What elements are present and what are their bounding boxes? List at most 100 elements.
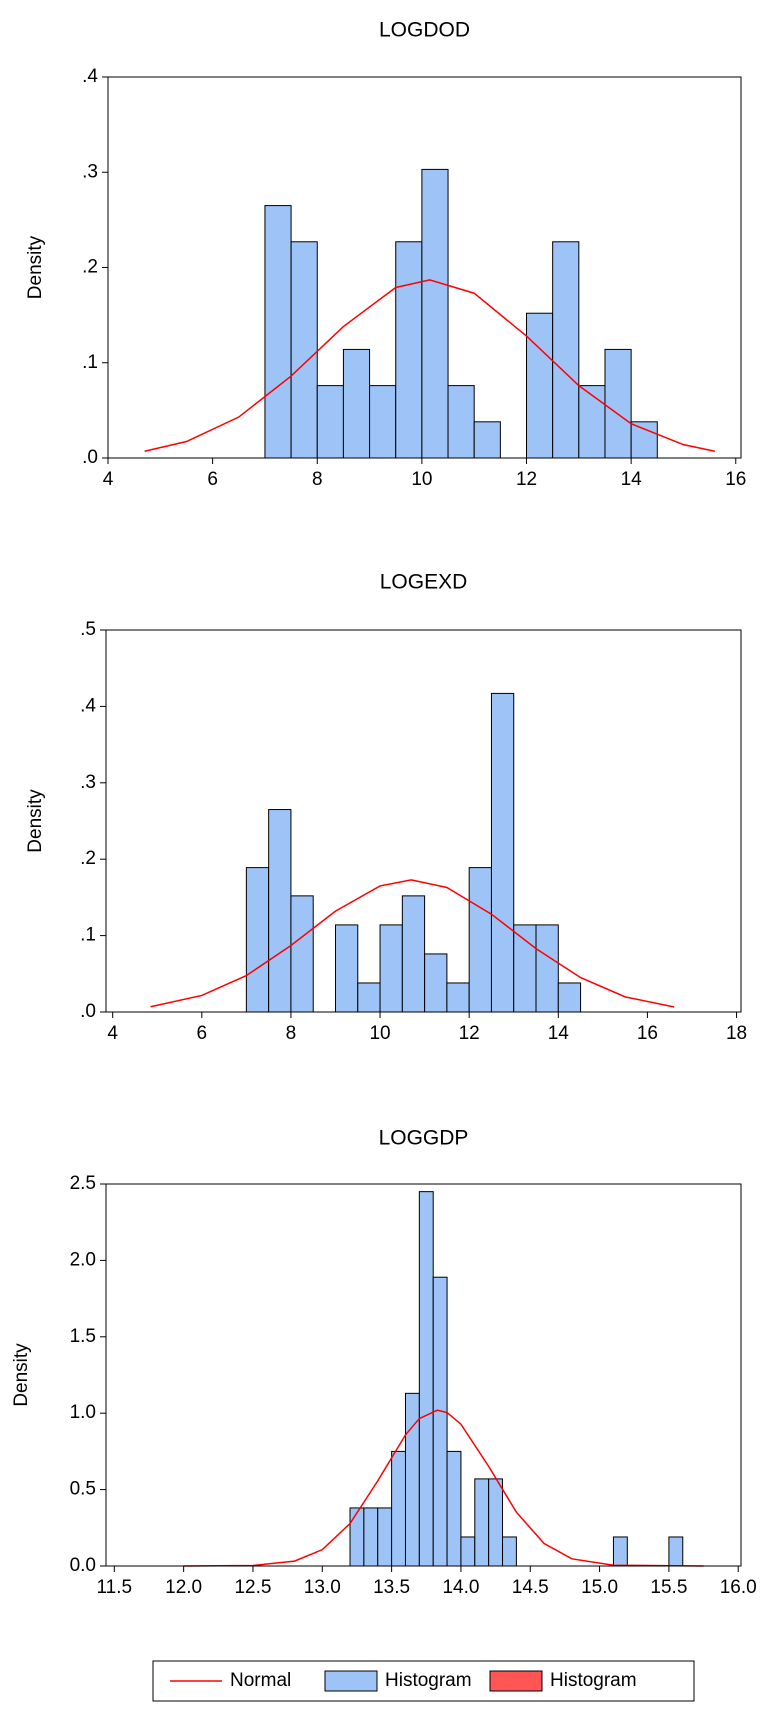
histogram-bar: [369, 385, 397, 459]
histogram-bar: [377, 1507, 393, 1567]
x-tick-label: 15.5: [650, 1577, 687, 1598]
histogram-bar: [446, 1450, 462, 1567]
plot-frame: [107, 76, 742, 459]
histogram-bar: [418, 1191, 434, 1567]
histogram-bar: [290, 241, 318, 459]
histogram-bar: [473, 421, 501, 459]
x-tick-label: 16.0: [720, 1577, 757, 1598]
y-tick-label: .0: [82, 447, 98, 468]
x-tick-label: 8: [312, 469, 323, 490]
histogram-bar: [421, 168, 449, 459]
y-tick-label: .3: [80, 772, 96, 793]
x-tick-label: 10: [369, 1023, 390, 1044]
y-tick-label: 1.0: [70, 1402, 96, 1423]
chart-title: LOGDOD: [379, 19, 470, 42]
legend-label: Normal: [230, 1670, 291, 1691]
plot-frame: [105, 629, 742, 1013]
legend-swatch: [489, 1670, 543, 1692]
y-tick-label: .2: [82, 257, 98, 278]
legend-label: Histogram: [550, 1670, 637, 1691]
x-tick-label: 12: [459, 1023, 480, 1044]
x-tick-label: 16: [637, 1023, 658, 1044]
y-tick-label: 2.5: [70, 1173, 96, 1194]
histogram-bar: [535, 924, 559, 1013]
x-tick-label: 6: [197, 1023, 208, 1044]
histogram-bar: [316, 385, 344, 459]
x-tick-label: 13.0: [304, 1577, 341, 1598]
histogram-bar: [490, 692, 515, 1013]
x-tick-label: 13.5: [373, 1577, 410, 1598]
histogram-bar: [349, 1507, 365, 1567]
y-tick-label: 0.0: [70, 1555, 96, 1576]
x-tick-label: 14: [621, 469, 643, 490]
x-tick-label: 14.5: [512, 1577, 549, 1598]
y-axis-label: Density: [25, 235, 46, 299]
histogram-bar: [630, 421, 658, 459]
y-tick-label: .5: [80, 619, 96, 640]
histogram-bar: [432, 1276, 448, 1567]
x-tick-label: 16: [725, 469, 746, 490]
y-tick-label: .0: [80, 1001, 96, 1022]
histogram-bar: [557, 982, 582, 1013]
x-tick-label: 14: [548, 1023, 570, 1044]
histogram-bar: [612, 1536, 628, 1567]
histogram-bar: [401, 895, 426, 1013]
x-tick-label: 12: [516, 469, 537, 490]
x-tick-label: 12.5: [234, 1577, 271, 1598]
x-tick-label: 8: [286, 1023, 297, 1044]
y-tick-label: 1.5: [70, 1326, 96, 1347]
histogram-bar: [474, 1478, 490, 1567]
histogram-bar: [604, 348, 632, 459]
histogram-bar: [357, 982, 381, 1013]
histogram-bar: [446, 982, 470, 1013]
y-tick-label: .1: [80, 925, 96, 946]
legend-box: [152, 1660, 695, 1702]
y-axis-label: Density: [11, 1343, 32, 1407]
y-axis-label: Density: [25, 789, 46, 853]
y-tick-label: .2: [80, 848, 96, 869]
histogram-bar: [245, 867, 270, 1013]
normal-curve: [183, 1409, 704, 1567]
histogram-bar: [363, 1507, 379, 1567]
legend-label: Histogram: [385, 1670, 472, 1691]
histogram-bar: [578, 385, 606, 459]
histogram-bar: [379, 924, 403, 1013]
y-tick-label: .1: [82, 352, 98, 373]
histogram-bar: [526, 312, 554, 459]
x-tick-label: 10: [411, 469, 432, 490]
plot-frame: [105, 1183, 742, 1567]
histogram-bar: [342, 348, 371, 459]
y-tick-label: 2.0: [70, 1249, 96, 1270]
histogram-bar: [513, 924, 537, 1013]
histogram-bar: [424, 953, 448, 1013]
histogram-bar: [290, 895, 314, 1013]
chart-title: LOGGDP: [379, 1127, 469, 1150]
histogram-bar: [460, 1536, 476, 1567]
histogram-bar: [404, 1392, 420, 1567]
x-tick-label: 14.0: [442, 1577, 479, 1598]
x-tick-label: 4: [107, 1023, 118, 1044]
x-tick-label: 6: [207, 469, 218, 490]
histogram-bar: [468, 867, 492, 1013]
y-tick-label: .4: [82, 66, 98, 87]
histogram-bar: [502, 1536, 517, 1567]
histogram-bar: [395, 241, 423, 459]
histogram-bar: [552, 241, 580, 459]
histogram-bar: [447, 385, 475, 459]
histogram-bar: [334, 924, 359, 1013]
y-tick-label: .3: [82, 161, 98, 182]
chart-title: LOGEXD: [380, 571, 468, 594]
x-tick-label: 11.5: [97, 1577, 133, 1598]
y-tick-label: 0.5: [70, 1479, 96, 1500]
normal-curve: [144, 279, 715, 452]
histogram-bar: [668, 1536, 684, 1567]
y-tick-label: .4: [80, 695, 96, 716]
x-tick-label: 12.0: [165, 1577, 202, 1598]
x-tick-label: 4: [103, 469, 114, 490]
histogram-bar: [268, 809, 292, 1013]
x-tick-label: 18: [726, 1023, 747, 1044]
histogram-bar: [264, 205, 292, 459]
histogram-bar: [488, 1478, 504, 1567]
x-tick-label: 15.0: [581, 1577, 618, 1598]
